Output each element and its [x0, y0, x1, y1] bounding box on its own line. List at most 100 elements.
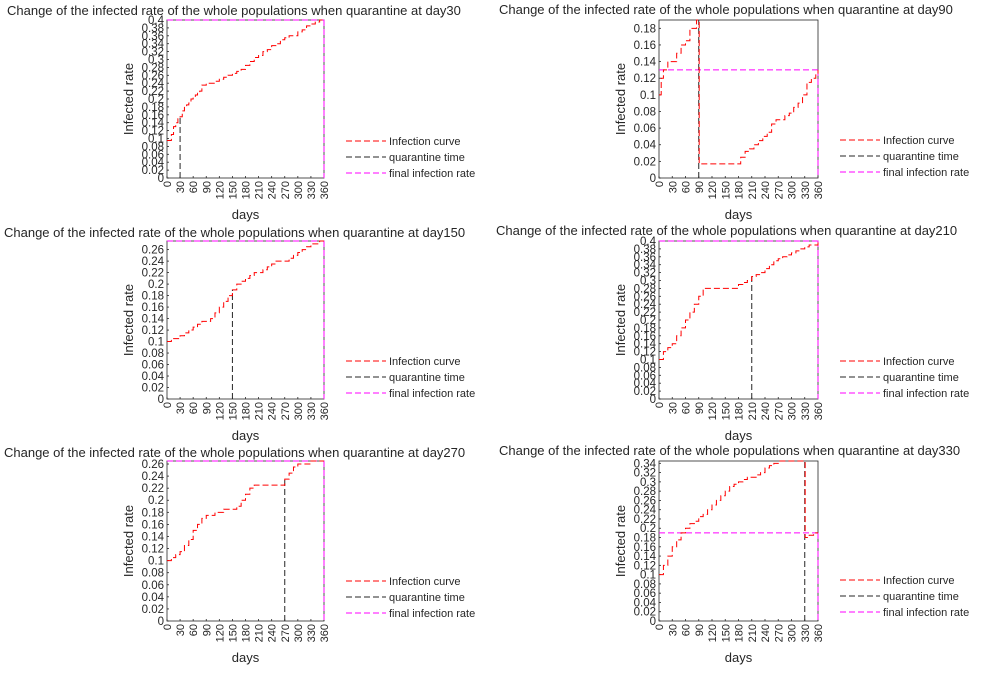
y-tick-label: 0.34 [634, 260, 657, 272]
y-tick-label: 0.16 [142, 110, 164, 122]
plot-area-frame [166, 460, 325, 622]
legend-quarantine-time: quarantine time [883, 151, 959, 163]
y-tick-label: 0.18 [634, 23, 656, 35]
infection-curve [167, 240, 324, 343]
y-tick-label: 0.36 [634, 252, 656, 264]
y-tick-label: 0 [158, 173, 164, 185]
x-tick-label: 90 [694, 624, 706, 636]
y-tick-label: 0.24 [142, 256, 165, 268]
y-tick-label: 0.22 [634, 307, 656, 319]
x-tick-label: 330 [306, 402, 318, 420]
y-tick-label: 0.32 [634, 468, 656, 480]
y-tick-label: 0.16 [634, 331, 656, 343]
y-tick-label: 0.26 [634, 291, 656, 303]
infection-curve [659, 241, 819, 360]
y-tick-label: 0.1 [640, 355, 656, 367]
chart-panel-3: Change of the infected rate of the whole… [4, 225, 475, 443]
y-tick-label: 0.12 [634, 560, 656, 572]
x-tick-label: 90 [201, 402, 213, 414]
x-tick-label: 30 [667, 624, 679, 636]
y-tick-label: 0.16 [634, 40, 656, 52]
y-tick-label: 0.26 [142, 245, 164, 257]
x-tick-label: 360 [319, 624, 331, 642]
legend-final-infection-rate: final infection rate [883, 388, 969, 400]
x-tick-label: 150 [720, 181, 732, 199]
chart-title: Change of the infected rate of the whole… [7, 3, 461, 18]
legend-quarantine-time: quarantine time [389, 592, 465, 604]
y-tick-label: 0.34 [634, 458, 657, 470]
y-tick-label: 0.04 [142, 157, 165, 169]
x-tick-label: 0 [162, 624, 174, 630]
x-tick-label: 30 [175, 624, 187, 636]
y-tick-label: 0.36 [142, 31, 164, 43]
x-tick-label: 300 [293, 181, 305, 199]
x-tick-label: 0 [654, 181, 666, 187]
y-tick-label: 0.24 [142, 471, 165, 483]
x-tick-label: 240 [760, 181, 772, 199]
y-tick-label: 0.32 [634, 268, 656, 280]
x-tick-label: 300 [787, 624, 799, 642]
y-axis-label: Infected rate [121, 63, 136, 135]
x-tick-label: 240 [760, 624, 772, 642]
legend-final-infection-rate: final infection rate [883, 167, 969, 179]
y-tick-label: 0.2 [640, 315, 656, 327]
x-axis-label: days [232, 428, 260, 443]
x-axis-label: days [232, 207, 260, 222]
legend-quarantine-time: quarantine time [389, 152, 465, 164]
x-tick-label: 330 [306, 624, 318, 642]
legend-quarantine-time: quarantine time [883, 372, 959, 384]
x-tick-label: 0 [654, 402, 666, 408]
x-tick-label: 120 [214, 181, 226, 199]
legend-infection-curve: Infection curve [389, 136, 461, 148]
y-tick-label: 0 [650, 394, 656, 406]
y-tick-label: 0.2 [148, 279, 164, 291]
y-tick-label: 0.22 [142, 268, 164, 280]
x-tick-label: 120 [707, 624, 719, 642]
x-tick-label: 180 [734, 181, 746, 199]
y-tick-label: 0.18 [142, 102, 164, 114]
legend-quarantine-time: quarantine time [389, 372, 465, 384]
y-tick-label: 0.08 [634, 106, 656, 118]
x-tick-label: 270 [280, 181, 292, 199]
y-tick-label: 0.26 [142, 70, 164, 82]
x-tick-label: 270 [280, 624, 292, 642]
y-tick-label: 0.38 [634, 244, 656, 256]
y-tick-label: 0.06 [634, 123, 656, 135]
plot-area-frame [658, 19, 819, 179]
y-tick-label: 0.08 [634, 362, 656, 374]
x-tick-label: 240 [760, 402, 772, 420]
y-tick-label: 0.04 [142, 371, 165, 383]
y-tick-label: 0.4 [148, 15, 165, 27]
x-tick-label: 300 [293, 624, 305, 642]
x-tick-label: 210 [747, 181, 759, 199]
y-tick-label: 0.1 [640, 570, 656, 582]
y-tick-label: 0.22 [634, 514, 656, 526]
x-tick-label: 360 [813, 181, 825, 199]
legend-final-infection-rate: final infection rate [389, 608, 475, 620]
x-tick-label: 150 [227, 181, 239, 199]
x-tick-label: 270 [773, 624, 785, 642]
y-axis-label: Infected rate [121, 284, 136, 356]
y-tick-label: 0.3 [640, 276, 656, 288]
plot-area-frame [658, 460, 819, 622]
legend-final-infection-rate: final infection rate [883, 607, 969, 619]
x-tick-label: 240 [267, 624, 279, 642]
y-tick-label: 0.24 [634, 299, 657, 311]
y-tick-label: 0.18 [142, 507, 164, 519]
x-tick-label: 270 [773, 402, 785, 420]
x-tick-label: 90 [201, 181, 213, 193]
x-axis-label: days [725, 207, 753, 222]
y-tick-label: 0.14 [634, 551, 657, 563]
x-tick-label: 0 [162, 402, 174, 408]
x-tick-label: 210 [254, 402, 266, 420]
y-tick-label: 0.08 [142, 568, 164, 580]
x-tick-label: 300 [787, 402, 799, 420]
y-tick-label: 0.18 [634, 533, 656, 545]
legend-infection-curve: Infection curve [389, 576, 461, 588]
y-tick-label: 0.28 [142, 62, 164, 74]
y-tick-label: 0.18 [634, 323, 656, 335]
y-tick-label: 0.16 [142, 302, 164, 314]
y-tick-label: 0 [650, 616, 656, 628]
x-tick-label: 30 [175, 181, 187, 193]
infection-curve [659, 19, 819, 165]
